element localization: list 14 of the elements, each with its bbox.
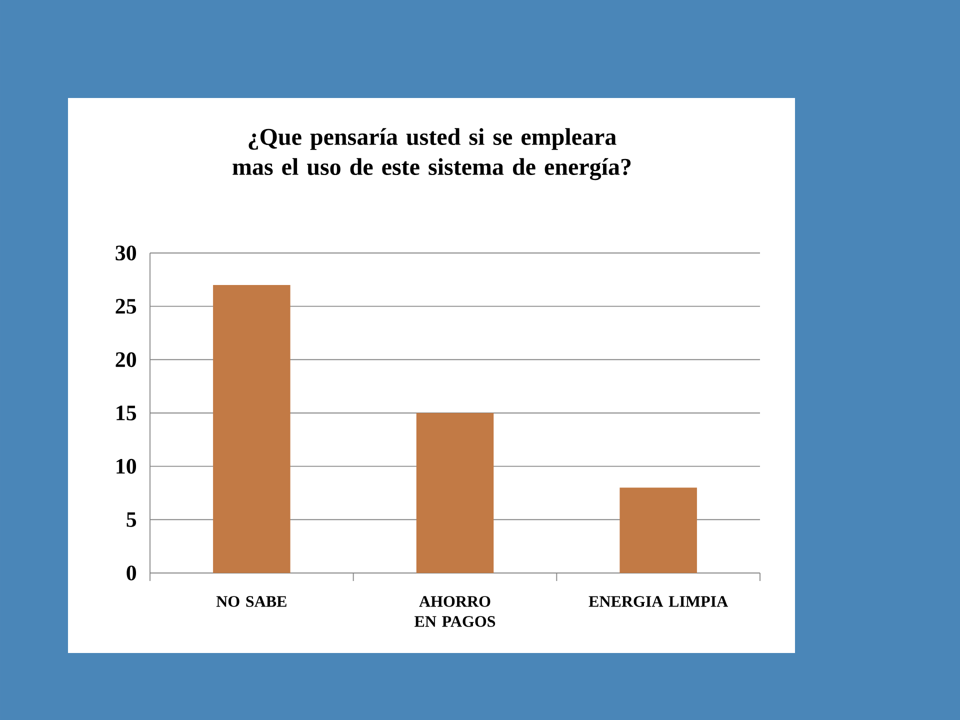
y-tick-label: 5 bbox=[126, 512, 136, 527]
bar bbox=[416, 412, 494, 573]
x-tick-label: AHORRO EN PAGOS bbox=[414, 596, 496, 627]
x-tick-label: ENERGIA LIMPIA bbox=[588, 596, 728, 607]
y-tick-label: 0 bbox=[126, 566, 136, 580]
y-tick-label: 15 bbox=[116, 406, 136, 420]
y-tick-label: 30 bbox=[116, 246, 136, 260]
y-tick-label: 20 bbox=[116, 352, 136, 368]
y-tick-label: 10 bbox=[116, 458, 136, 474]
bar bbox=[213, 284, 290, 573]
bar bbox=[620, 488, 697, 573]
x-tick-label: NO SABE bbox=[216, 596, 286, 607]
y-tick-label: 25 bbox=[116, 298, 136, 314]
chart-title: ¿Que pensaría usted si se empleara mas el uso de este sistema de energía? bbox=[232, 128, 631, 180]
